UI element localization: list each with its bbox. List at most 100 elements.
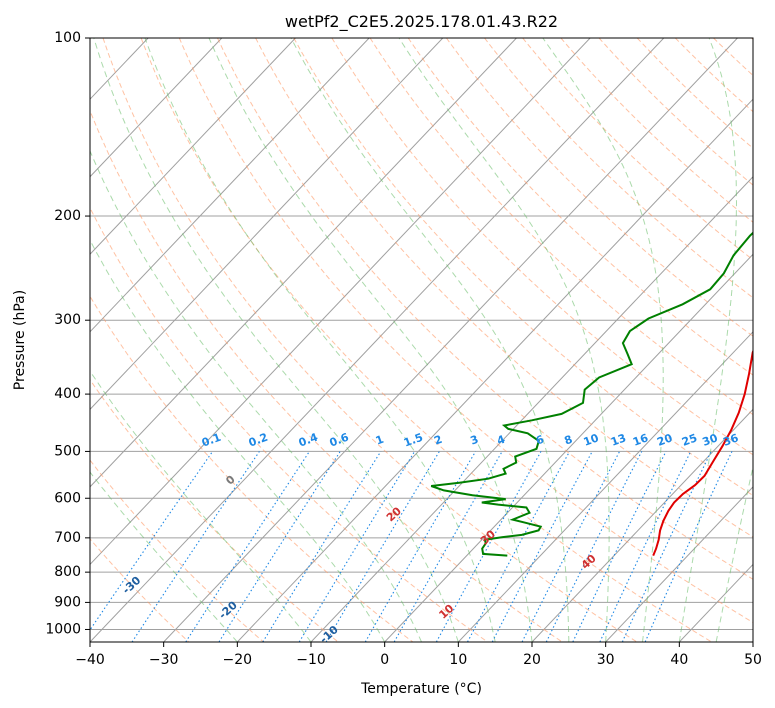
isotherm-line bbox=[90, 38, 296, 256]
dry-adiabat-line bbox=[407, 38, 753, 376]
mixing-ratio-line bbox=[262, 451, 382, 642]
dry-adiabat-line bbox=[217, 38, 753, 580]
isotherm-line bbox=[90, 38, 223, 178]
y-tick-label: 300 bbox=[54, 312, 81, 328]
mixing-ratio-line bbox=[393, 451, 503, 642]
dewpoint-line bbox=[430, 231, 753, 557]
dry-adiabat-line bbox=[751, 38, 753, 40]
moist-adiabat-line bbox=[715, 464, 753, 642]
mixing-ratio-label: 4 bbox=[495, 433, 507, 448]
isotherm-line bbox=[457, 331, 753, 642]
mixing-ratio-label: 25 bbox=[680, 431, 699, 448]
dry-adiabat-line bbox=[90, 109, 563, 642]
mixing-ratio-line bbox=[325, 451, 440, 642]
moist-adiabat-line bbox=[90, 149, 422, 642]
moist-adiabat-line bbox=[144, 38, 496, 642]
x-tick-label: 30 bbox=[597, 652, 615, 668]
isotherm-line bbox=[752, 641, 753, 642]
moist-adiabat-line bbox=[90, 471, 238, 642]
data-layer bbox=[430, 231, 753, 557]
isotherm-line bbox=[90, 38, 370, 333]
dry-adiabat-label: -10 bbox=[317, 623, 341, 646]
mixing-ratio-label: 0.1 bbox=[200, 431, 223, 450]
temperature-line bbox=[652, 349, 753, 556]
y-axis-label: Pressure (hPa) bbox=[12, 290, 28, 390]
mixing-ratio-line bbox=[644, 451, 733, 642]
mixing-ratio-label: 20 bbox=[655, 431, 674, 449]
x-tick-label: 0 bbox=[380, 652, 389, 668]
mixing-ratio-line bbox=[545, 451, 643, 642]
y-tick-label: 900 bbox=[54, 594, 81, 610]
x-tick-label: 40 bbox=[670, 652, 688, 668]
mixing-ratio-line bbox=[435, 451, 542, 642]
mixing-ratio-label: 2 bbox=[432, 433, 444, 448]
isotherm-line bbox=[90, 38, 444, 411]
mixing-ratio-label: 10 bbox=[582, 431, 601, 449]
dry-adiabat-line bbox=[178, 38, 753, 623]
x-tick-label: −40 bbox=[75, 652, 105, 668]
dry-adiabat-line bbox=[636, 38, 753, 149]
moist-adiabat-line bbox=[678, 38, 738, 642]
dry-adiabat-line bbox=[90, 538, 190, 642]
label-layer: -100-90-80-70-60-50-40-30-20-10010203040… bbox=[28, 431, 741, 646]
dry-adiabat-line bbox=[140, 38, 712, 642]
x-tick-label: 50 bbox=[744, 652, 762, 668]
x-tick-label: −10 bbox=[296, 652, 326, 668]
dry-adiabat-label: 10 bbox=[436, 602, 456, 622]
dry-adiabat-line bbox=[331, 38, 753, 456]
dry-adiabat-line bbox=[102, 38, 638, 642]
mixing-ratio-line bbox=[467, 451, 571, 642]
dry-adiabat-line bbox=[445, 38, 753, 337]
x-tick-label: −20 bbox=[223, 652, 253, 668]
isotherm-line bbox=[531, 408, 753, 642]
isotherm-line bbox=[90, 38, 517, 488]
mixing-ratio-label: 0.2 bbox=[247, 431, 270, 450]
isotherm-line bbox=[90, 38, 665, 642]
moist-adiabat-line bbox=[90, 370, 312, 642]
isotherm-line bbox=[384, 253, 753, 642]
y-tick-label: 500 bbox=[54, 443, 81, 459]
y-tick-label: 400 bbox=[54, 386, 81, 402]
mixing-ratio-line bbox=[599, 451, 692, 642]
dry-adiabat-label: 0 bbox=[223, 473, 238, 488]
y-tick-label: 200 bbox=[54, 208, 81, 224]
mixing-ratio-label: 6 bbox=[534, 433, 546, 448]
dry-adiabat-label: 30 bbox=[478, 527, 498, 547]
x-axis-label: Temperature (°C) bbox=[360, 681, 482, 697]
dry-adiabat-label: -40 bbox=[28, 548, 52, 571]
isotherm-line bbox=[605, 486, 753, 642]
y-tick-label: 800 bbox=[54, 564, 81, 580]
mixing-ratio-label: 0.6 bbox=[328, 431, 351, 450]
dry-adiabat-line bbox=[90, 295, 414, 642]
x-tick-label: 20 bbox=[523, 652, 541, 668]
y-tick-label: 600 bbox=[54, 490, 81, 506]
dry-adiabat-line bbox=[560, 38, 753, 223]
mixing-ratio-line bbox=[298, 451, 416, 642]
mixing-ratio-label: 0.4 bbox=[297, 431, 320, 450]
dry-adiabat-line bbox=[713, 38, 753, 77]
dry-adiabat-line bbox=[255, 38, 753, 538]
isotherm-line bbox=[163, 38, 738, 642]
moist-adiabat-line bbox=[398, 38, 610, 642]
dry-adiabat-line bbox=[90, 459, 264, 642]
mixing-ratio-label: 30 bbox=[701, 431, 720, 449]
mixing-ratio-line bbox=[218, 451, 341, 642]
x-tick-label: 10 bbox=[449, 652, 467, 668]
mixing-ratio-label: 8 bbox=[563, 433, 575, 448]
dry-adiabat-line bbox=[293, 38, 753, 497]
mixing-ratio-line bbox=[521, 451, 621, 642]
isotherm-line bbox=[90, 38, 591, 566]
mixing-ratio-line bbox=[90, 451, 214, 631]
moist-adiabat-line bbox=[93, 38, 459, 642]
mixing-ratio-line bbox=[572, 451, 667, 642]
plot-frame bbox=[89, 37, 754, 643]
moist-adiabat-line bbox=[290, 38, 570, 642]
moist-adiabat-line bbox=[208, 38, 533, 642]
isotherm-line bbox=[0, 38, 1, 642]
mixing-ratio-label: 13 bbox=[609, 431, 628, 448]
moist-adiabat-line bbox=[542, 38, 664, 642]
mixing-ratio-line bbox=[364, 451, 477, 642]
mixing-ratio-line bbox=[185, 451, 310, 642]
dry-adiabat-line bbox=[369, 38, 753, 416]
